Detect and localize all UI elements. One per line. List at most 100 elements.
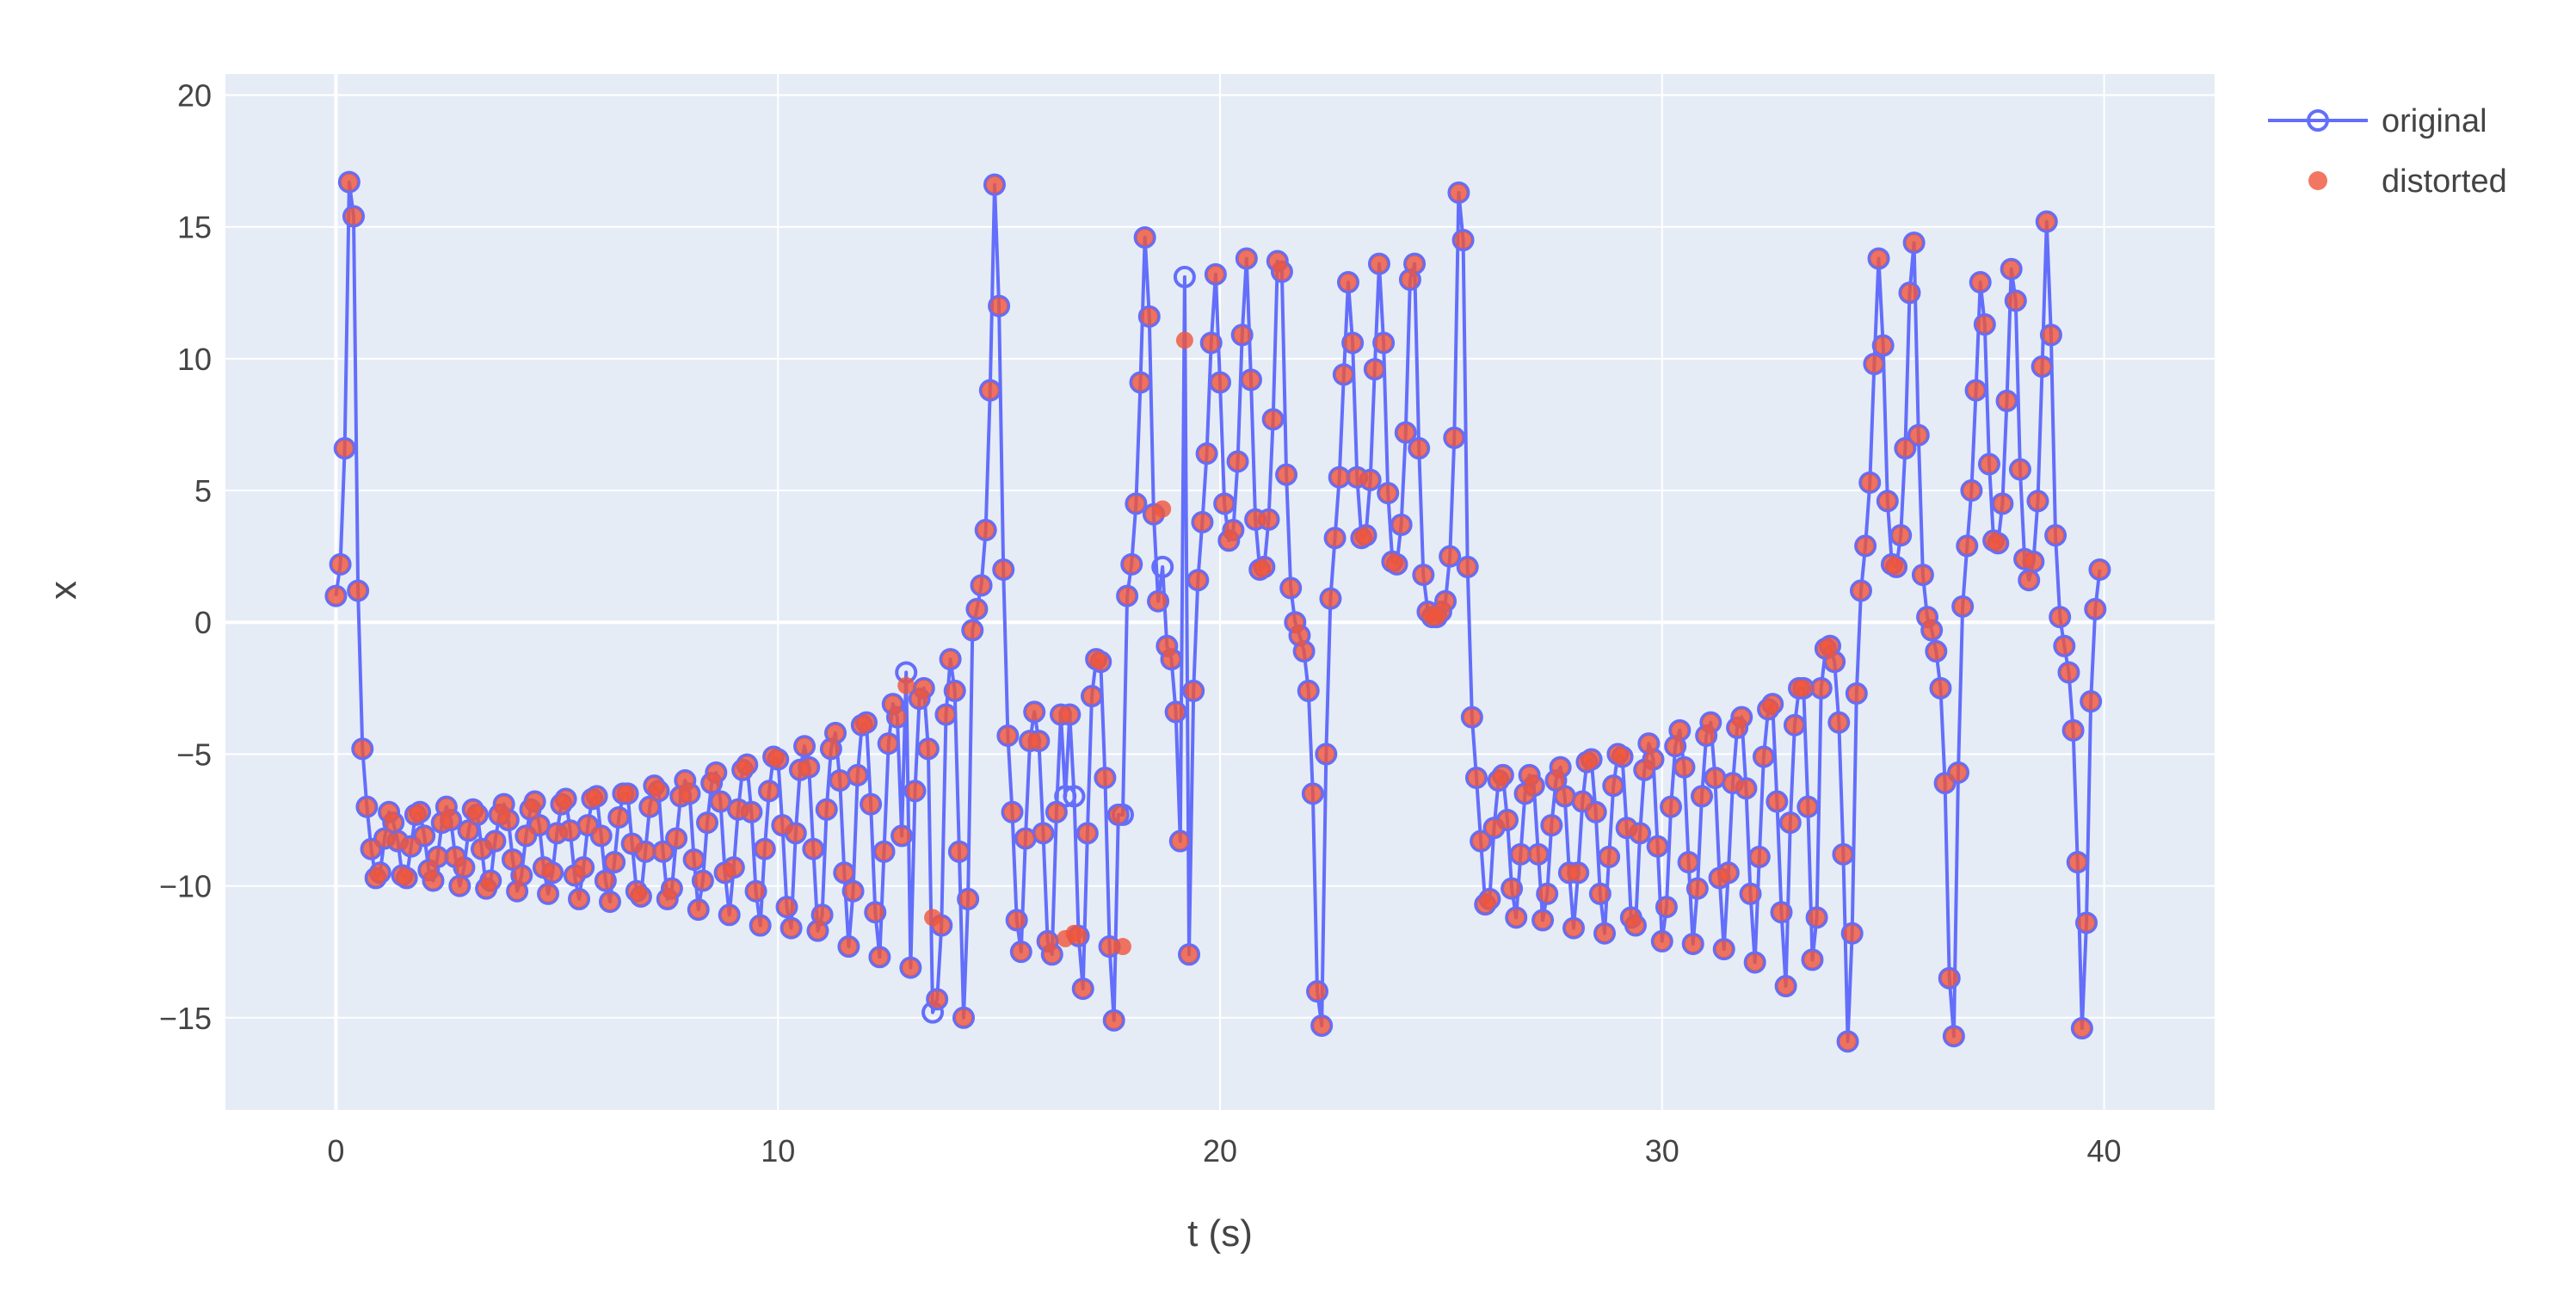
original-point [1032, 822, 1055, 845]
distorted-point [1618, 819, 1636, 837]
distorted-point [349, 582, 367, 600]
legend[interactable]: original distorted [2268, 103, 2507, 200]
original-point [1977, 453, 2000, 476]
distorted-point [1357, 527, 1375, 545]
distorted-point [1348, 468, 1366, 486]
distorted-point [1038, 932, 1057, 950]
y-tick-label: −10 [159, 869, 212, 904]
original-point [1129, 371, 1152, 394]
distorted-point [424, 872, 442, 890]
distorted-point [1237, 250, 1255, 268]
original-point [1195, 442, 1218, 466]
original-point [1995, 389, 2018, 412]
distorted-point [1463, 708, 1481, 726]
original-point [753, 837, 776, 860]
distorted-point [933, 916, 951, 934]
distorted-point [1631, 824, 1649, 842]
legend-item-distorted[interactable]: distorted [2308, 163, 2507, 200]
original-point [1186, 569, 1210, 592]
distorted-point [773, 817, 792, 835]
distorted-point [1662, 798, 1680, 816]
original-point [1752, 745, 1775, 768]
original-point [1562, 916, 1586, 940]
distorted-point [1657, 898, 1675, 916]
distorted-point [968, 600, 986, 618]
distorted-point [1538, 885, 1556, 903]
distorted-point [1551, 758, 1569, 776]
distorted-point [1247, 510, 1265, 528]
distorted-point [1216, 495, 1234, 513]
original-point [1505, 906, 1528, 929]
distorted-point [2042, 326, 2060, 344]
original-point [1120, 552, 1143, 576]
x-tick-label: 10 [761, 1133, 795, 1168]
original-point [342, 205, 365, 228]
distorted-point [760, 782, 778, 800]
distorted-point [1131, 373, 1149, 392]
series-distorted [327, 173, 2109, 1051]
distorted-point [1092, 653, 1110, 671]
distorted-point [544, 864, 562, 882]
y-axis-ticks: −15 −10 −5 0 5 10 15 20 [159, 78, 212, 1036]
distorted-point [888, 708, 906, 726]
original-point [1125, 492, 1148, 515]
distorted-point [2020, 571, 2038, 589]
original-point [1279, 577, 1303, 600]
original-point [1584, 800, 1607, 823]
legend-label-original: original [2382, 103, 2487, 139]
distorted-point [579, 817, 597, 835]
distorted-point [1069, 927, 1088, 945]
original-point [607, 805, 631, 829]
original-point [1501, 877, 1524, 900]
distorted-point [681, 785, 699, 803]
distorted-point [1224, 521, 1242, 540]
original-point [965, 597, 989, 620]
original-point [1191, 510, 1214, 533]
original-point [1929, 676, 1952, 700]
original-point [1443, 426, 1466, 449]
original-point [1960, 479, 1983, 503]
distorted-point [786, 824, 804, 842]
original-point [1137, 305, 1161, 328]
original-point [1938, 966, 1961, 990]
distorted-point [654, 842, 672, 860]
distorted-point [1963, 482, 1981, 500]
distorted-point [1679, 854, 1698, 872]
distorted-point [619, 785, 637, 803]
original-point [2053, 634, 2076, 657]
original-point [1363, 358, 1386, 381]
distorted-point [1189, 571, 1207, 589]
distorted-point [1799, 798, 1817, 816]
original-point [1911, 564, 1934, 587]
distorted-point [738, 755, 756, 774]
x-axis-label: t (s) [1187, 1212, 1253, 1255]
legend-item-original[interactable]: original [2268, 103, 2487, 139]
distorted-point [2011, 460, 2029, 478]
distorted-point [2073, 1020, 2091, 1038]
original-point [1071, 977, 1094, 1001]
original-point [1412, 564, 1435, 587]
original-point [665, 827, 688, 850]
distorted-point [1944, 1027, 1963, 1045]
original-point [1925, 639, 1948, 663]
original-point [1464, 766, 1488, 789]
distorted-point [685, 850, 703, 868]
distorted-point [1892, 527, 1910, 545]
distorted-point [1078, 824, 1096, 842]
original-point [1023, 700, 1046, 724]
distorted-point [1764, 695, 1782, 713]
original-point [603, 851, 626, 874]
distorted-point [570, 890, 589, 908]
original-point [1902, 231, 1926, 255]
distorted-point [1547, 772, 1565, 790]
distorted-point [1750, 848, 1768, 866]
original-point [598, 890, 621, 913]
original-point [784, 822, 807, 845]
distorted-point [2051, 608, 2069, 626]
distorted-point [893, 827, 911, 845]
y-tick-label: 15 [177, 210, 212, 245]
distorted-point [1698, 726, 1716, 744]
distorted-point [610, 808, 628, 826]
distorted-point [1322, 589, 1340, 607]
distorted-point [371, 864, 389, 882]
